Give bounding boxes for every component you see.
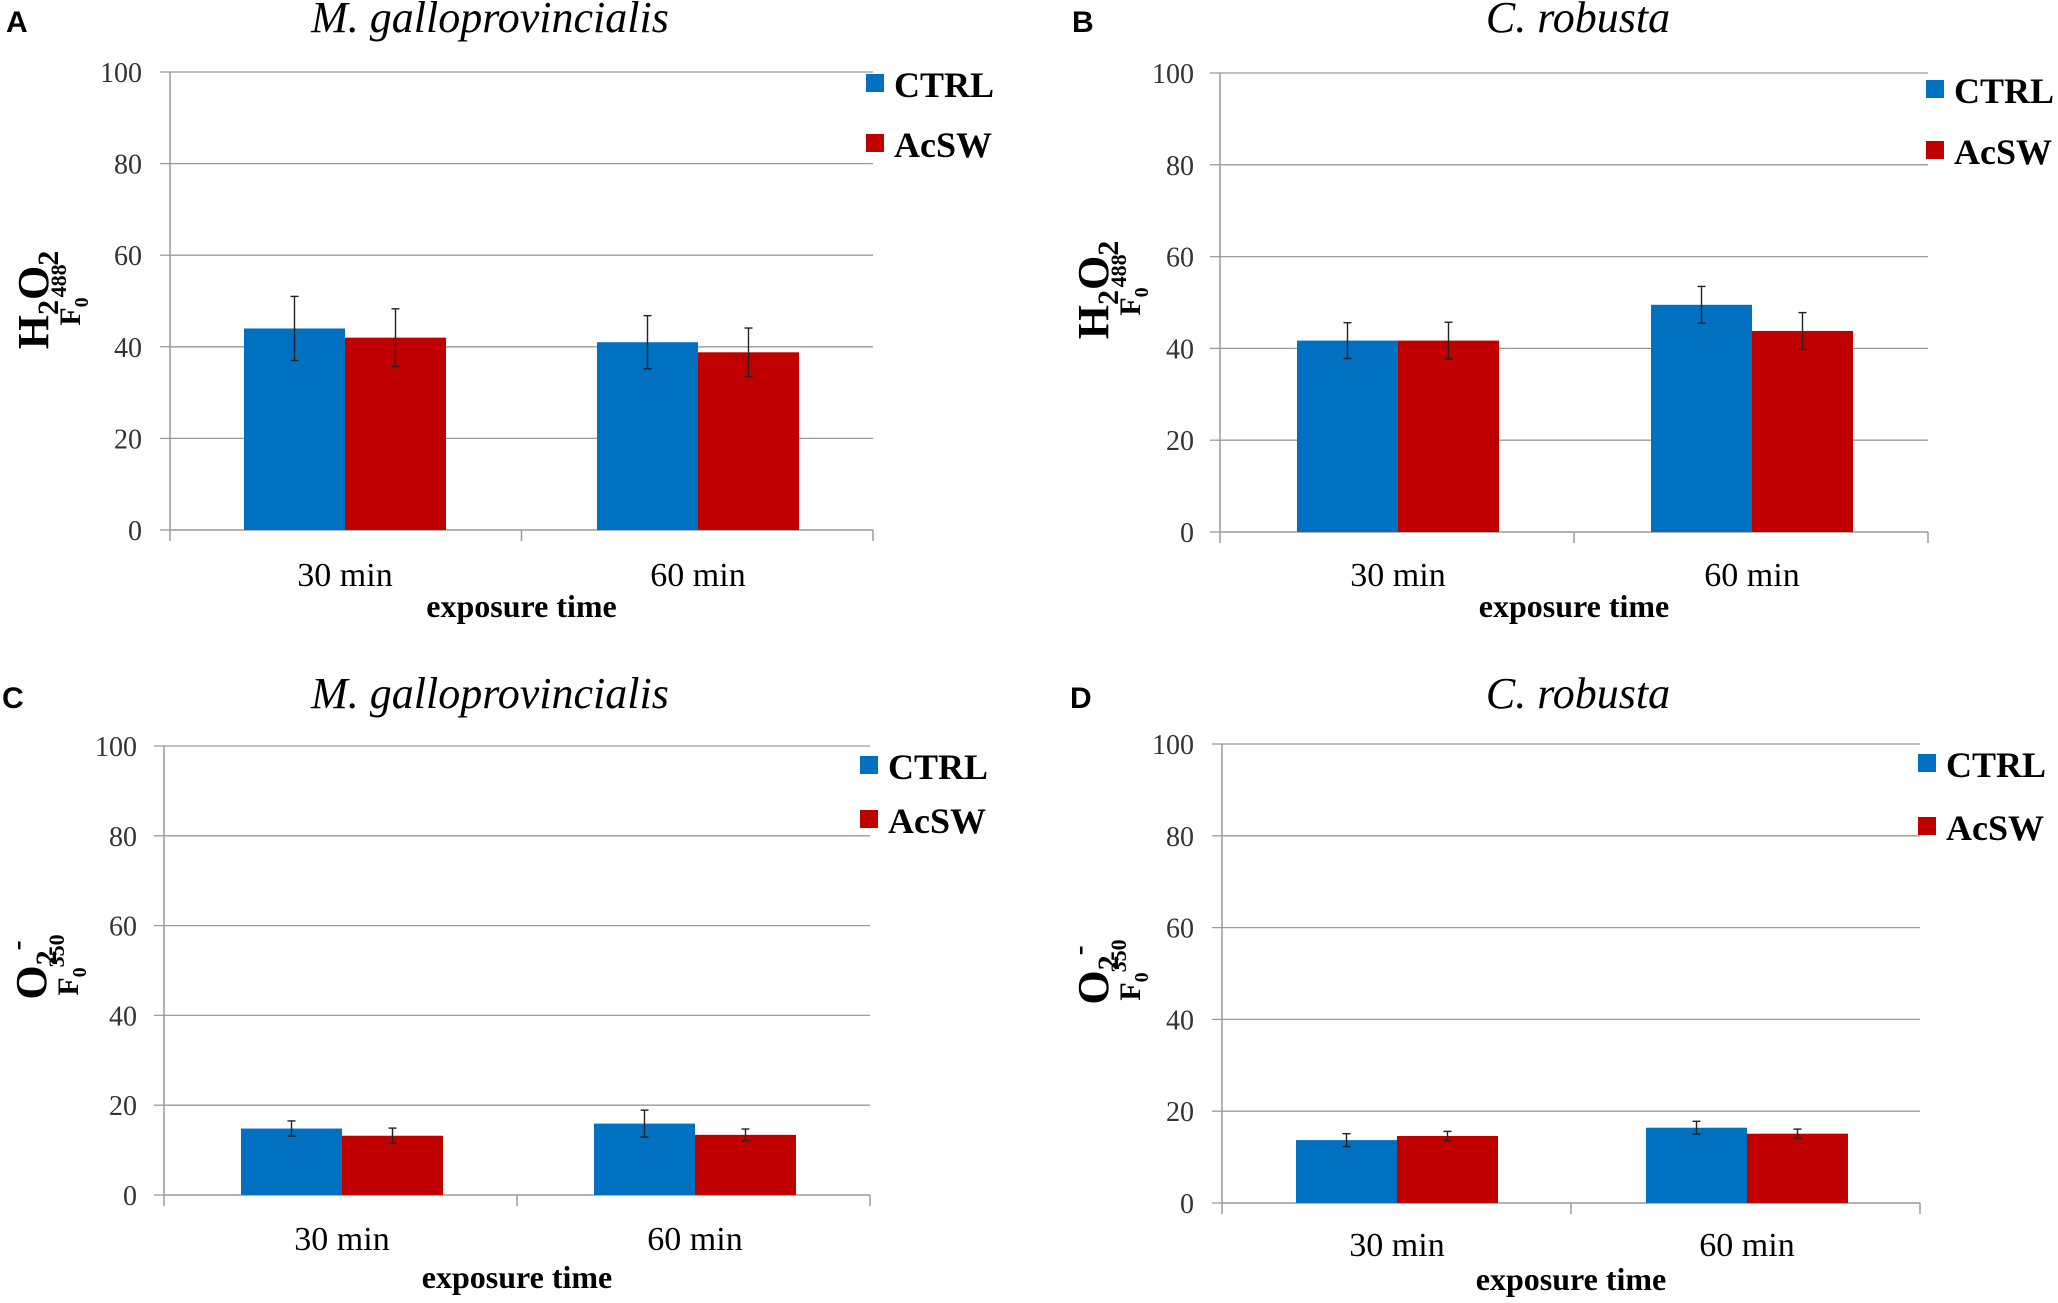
category-label: 60 min: [650, 557, 745, 594]
y-tick-label: 100: [100, 58, 142, 89]
bar-ctrl-30-min: [1296, 1140, 1397, 1203]
y-tick-label: 100: [1152, 730, 1194, 761]
category-label: 60 min: [647, 1221, 742, 1258]
x-axis-label: exposure time: [1479, 588, 1669, 624]
legend-label-ctrl: CTRL: [1954, 71, 2054, 111]
y-tick-label: 100: [1152, 59, 1194, 90]
legend-swatch-ctrl: [860, 756, 878, 774]
y-axis-label: O2-: [1062, 945, 1125, 1004]
legend-label-acsw: AcSW: [1954, 132, 2052, 172]
category-label: 30 min: [294, 1221, 389, 1258]
x-axis-label: exposure time: [1476, 1261, 1666, 1297]
legend-swatch-acsw: [1918, 817, 1936, 835]
legend-swatch-acsw: [866, 134, 884, 152]
y-tick-label: 60: [1166, 243, 1194, 274]
y-axis-label: O2-: [0, 940, 63, 999]
y-tick-label: 20: [1166, 1097, 1194, 1128]
y-axis-sublabel: F0350: [1106, 939, 1153, 1000]
y-axis-label: H2O2: [9, 251, 65, 349]
bar-ctrl-60-min: [597, 342, 698, 530]
legend-label-ctrl: CTRL: [894, 65, 994, 105]
panel-letter: A: [6, 6, 28, 39]
y-axis-sublabel: F0488: [46, 264, 93, 325]
y-tick-label: 20: [1166, 426, 1194, 457]
legend-swatch-ctrl: [1918, 754, 1936, 772]
category-label: 30 min: [297, 557, 392, 594]
bar-acsw-30-min: [345, 337, 446, 530]
legend-swatch-acsw: [860, 810, 878, 828]
panel-letter: C: [2, 682, 24, 715]
category-label: 60 min: [1704, 557, 1799, 594]
chart-title: M. galloprovincialis: [310, 0, 669, 42]
y-tick-label: 60: [109, 912, 137, 943]
category-label: 30 min: [1350, 557, 1445, 594]
panel-a: A M. galloprovincialis 0 20 40 60 80 100 30 min 6…: [6, 0, 994, 624]
bar-acsw-60-min: [1752, 330, 1853, 532]
x-axis-label: exposure time: [426, 588, 616, 624]
y-axis-sublabel: F0350: [44, 934, 91, 995]
chart-title: M. galloprovincialis: [310, 669, 669, 718]
bar-acsw-60-min: [1747, 1133, 1848, 1203]
legend-swatch-ctrl: [1926, 80, 1944, 98]
y-tick-label: 80: [1166, 151, 1194, 182]
panel-b: B C. robusta 0 20 40 60 80 100 30 min 60 min expos…: [1069, 0, 2054, 624]
legend: CTRL AcSW: [866, 65, 994, 165]
y-tick-label: 20: [114, 424, 142, 455]
y-tick-label: 0: [1180, 1189, 1194, 1220]
legend: CTRL AcSW: [1918, 745, 2046, 848]
category-label: 30 min: [1349, 1227, 1444, 1264]
y-tick-label: 60: [114, 241, 142, 272]
panel-letter: B: [1072, 6, 1094, 39]
category-label: 60 min: [1699, 1227, 1794, 1264]
bar-acsw-60-min: [698, 352, 799, 530]
legend-label-ctrl: CTRL: [1946, 745, 2046, 785]
y-tick-label: 80: [114, 150, 142, 181]
y-axis-label: H2O2: [1069, 241, 1125, 339]
legend: CTRL AcSW: [860, 747, 988, 841]
chart-title: C. robusta: [1486, 0, 1670, 42]
y-tick-label: 40: [1166, 334, 1194, 365]
y-tick-label: 20: [109, 1091, 137, 1122]
y-tick-label: 80: [109, 822, 137, 853]
panel-letter: D: [1070, 682, 1092, 715]
bar-acsw-30-min: [1398, 340, 1499, 532]
bar-acsw-60-min: [695, 1134, 796, 1195]
legend-swatch-ctrl: [866, 74, 884, 92]
panel-c: C M. galloprovincialis 0 20 40 60 80 100 30 min 6…: [0, 669, 988, 1295]
legend-label-acsw: AcSW: [894, 125, 992, 165]
y-tick-label: 0: [1180, 518, 1194, 549]
bar-ctrl-30-min: [241, 1128, 342, 1195]
legend-label-acsw: AcSW: [1946, 808, 2044, 848]
y-tick-label: 40: [114, 333, 142, 364]
y-tick-label: 40: [109, 1001, 137, 1032]
bar-ctrl-60-min: [1646, 1127, 1747, 1203]
bar-acsw-30-min: [342, 1135, 443, 1195]
bar-ctrl-60-min: [1651, 304, 1752, 532]
legend: CTRL AcSW: [1926, 71, 2054, 172]
legend-label-acsw: AcSW: [888, 801, 986, 841]
y-tick-label: 40: [1166, 1005, 1194, 1036]
panel-d: D C. robusta 0 20 40 60 80 100 30 min 60 min expos…: [1062, 669, 2046, 1297]
bar-ctrl-30-min: [244, 328, 345, 530]
y-tick-label: 60: [1166, 914, 1194, 945]
bar-acsw-30-min: [1397, 1135, 1498, 1203]
legend-label-ctrl: CTRL: [888, 747, 988, 787]
x-axis-label: exposure time: [422, 1259, 612, 1295]
y-axis-sublabel: F0488: [1106, 254, 1153, 315]
y-tick-label: 0: [123, 1181, 137, 1212]
y-tick-label: 0: [128, 516, 142, 547]
y-tick-label: 100: [95, 732, 137, 763]
legend-swatch-acsw: [1926, 141, 1944, 159]
y-tick-label: 80: [1166, 822, 1194, 853]
chart-title: C. robusta: [1486, 669, 1670, 718]
bar-ctrl-30-min: [1297, 340, 1398, 532]
